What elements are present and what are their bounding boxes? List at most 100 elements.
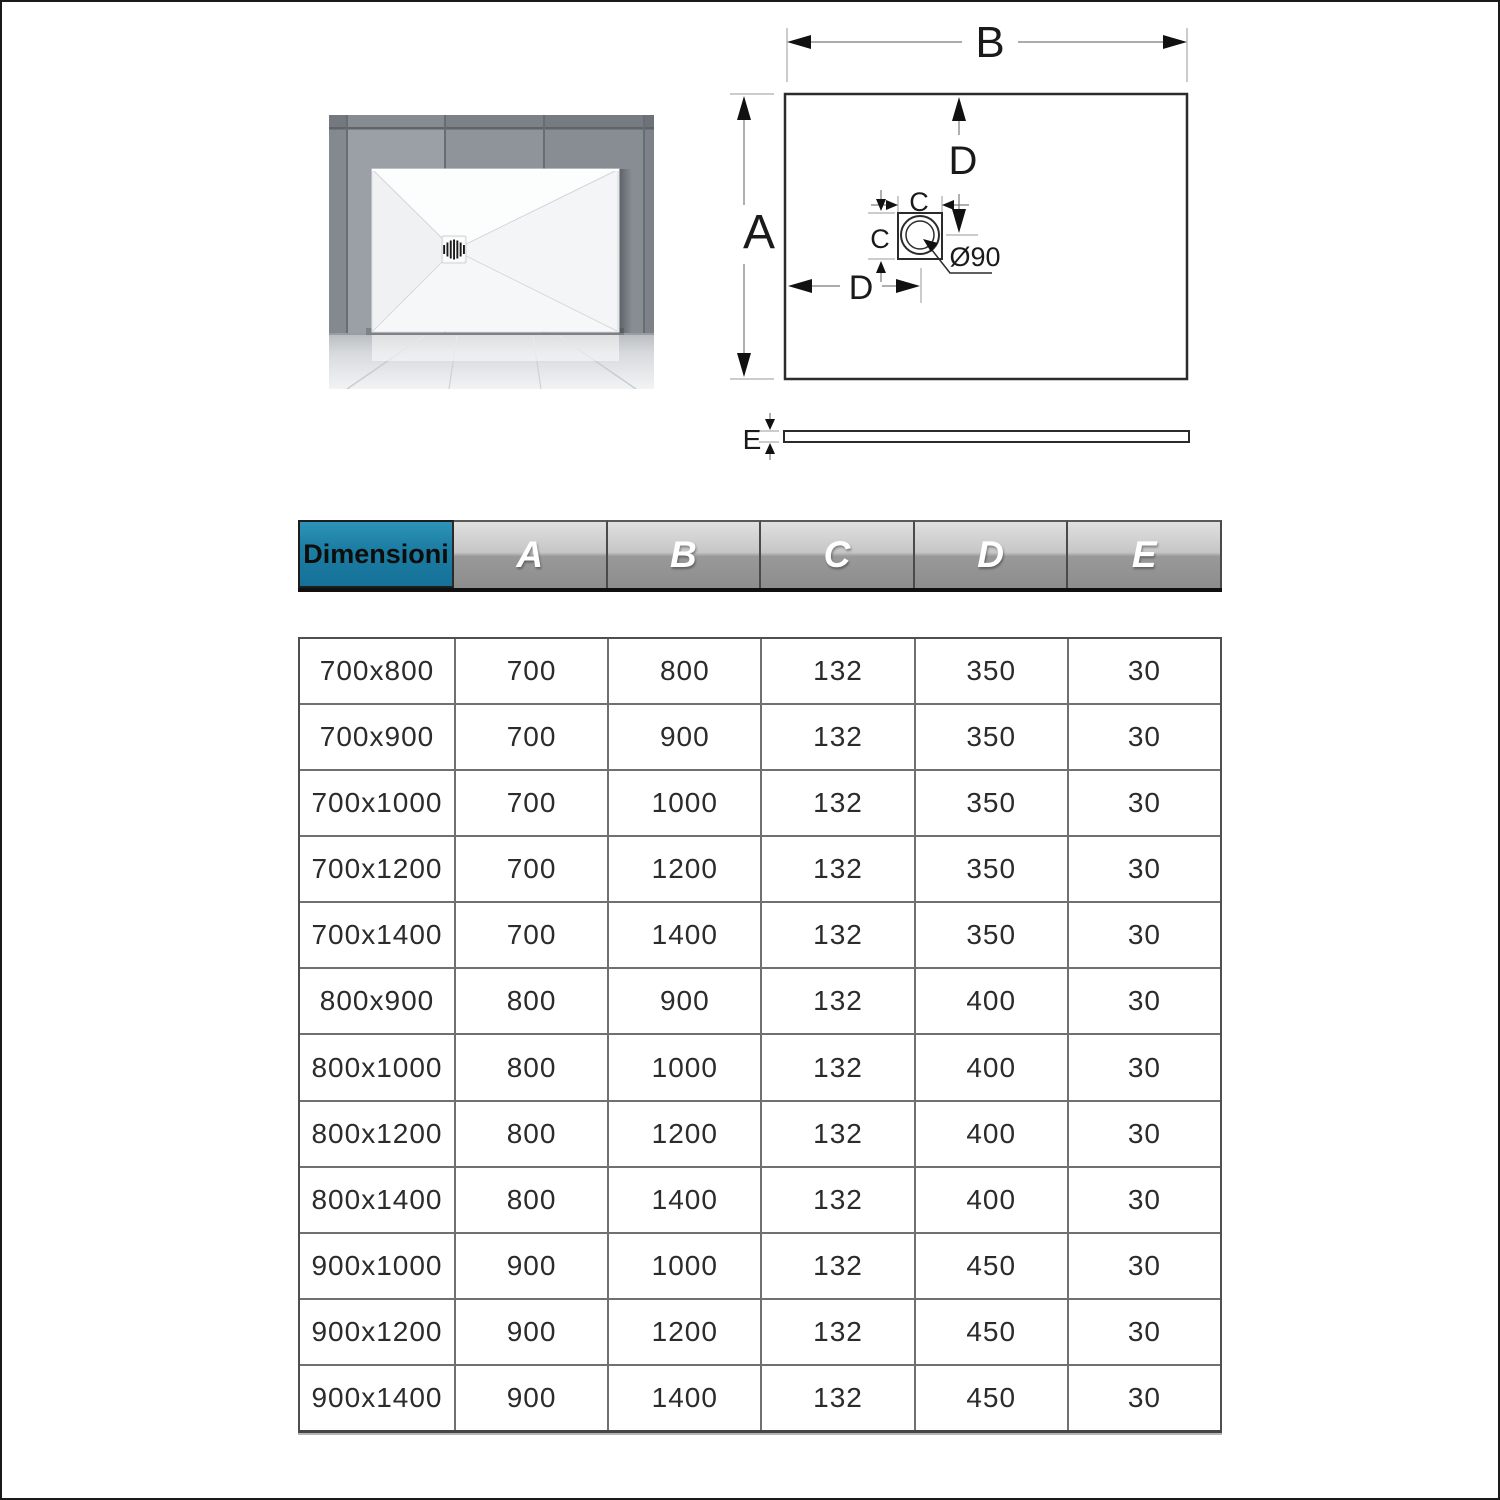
cell-value: 800 bbox=[456, 1167, 610, 1232]
cell-value: 800 bbox=[456, 1035, 610, 1100]
cell-dimension: 700x800 bbox=[300, 639, 456, 704]
table-row: 900x1400 900 1400 132 450 30 bbox=[300, 1365, 1220, 1430]
dim-d-vertical: D bbox=[946, 97, 978, 236]
cell-value: 900 bbox=[456, 1299, 610, 1364]
cell-value: 700 bbox=[456, 837, 610, 902]
cell-value: 400 bbox=[916, 1101, 1069, 1166]
column-header-a: A bbox=[454, 520, 608, 588]
cell-value: 900 bbox=[456, 1233, 610, 1298]
cell-value: 900 bbox=[456, 1365, 610, 1430]
dim-b: B bbox=[786, 18, 1188, 82]
cell-value: 450 bbox=[916, 1365, 1069, 1430]
cell-value: 132 bbox=[762, 1101, 916, 1166]
table-row: 700x1000 700 1000 132 350 30 bbox=[300, 771, 1220, 838]
label-e: E bbox=[743, 424, 762, 455]
cell-value: 900 bbox=[609, 705, 763, 770]
cell-value: 700 bbox=[456, 771, 610, 836]
cell-value: 30 bbox=[1127, 919, 1161, 951]
cell-value: 450 bbox=[916, 1233, 1069, 1298]
table-row: 900x1200 900 1200 132 450 30 bbox=[300, 1299, 1220, 1366]
cell-value: 700 bbox=[456, 903, 610, 968]
cell-value: 30 bbox=[1127, 1117, 1161, 1149]
cell-dimension: 900x1400 bbox=[300, 1365, 456, 1430]
cell-value: 30 bbox=[1127, 787, 1161, 819]
cell-value: 30 bbox=[1127, 1249, 1161, 1281]
cell-dimension: 900x1200 bbox=[300, 1299, 456, 1364]
dim-d-horizontal: D bbox=[788, 268, 922, 307]
label-d-horizontal: D bbox=[849, 269, 874, 307]
cell-value: 132 bbox=[762, 771, 916, 836]
tray-wall-shadow bbox=[619, 169, 632, 334]
dim-a: A bbox=[730, 93, 775, 380]
table-row: 800x1000 800 1000 132 400 30 bbox=[300, 1035, 1220, 1102]
cell-value: 700 bbox=[456, 639, 610, 704]
cell-value: 132 bbox=[762, 1233, 916, 1298]
column-header-e: E bbox=[1068, 520, 1222, 588]
cell-value: 400 bbox=[916, 969, 1069, 1034]
cell-value: 400 bbox=[916, 1167, 1069, 1232]
table-row: 700x1200 700 1200 132 350 30 bbox=[300, 837, 1220, 904]
cell-value: 132 bbox=[762, 1365, 916, 1430]
cell-dimension: 800x1000 bbox=[300, 1035, 456, 1100]
cell-value: 900 bbox=[609, 969, 763, 1034]
dimension-drawing: B A D Ø90 bbox=[730, 18, 1190, 460]
product-photo bbox=[329, 115, 654, 389]
cell-value: 1400 bbox=[609, 1365, 763, 1430]
table-row: 900x1000 900 1000 132 450 30 bbox=[300, 1233, 1220, 1300]
cell-value: 350 bbox=[916, 903, 1069, 968]
cell-value: 30 bbox=[1127, 985, 1161, 1017]
cell-value: 1000 bbox=[609, 1035, 763, 1100]
table-row: 800x1200 800 1200 132 400 30 bbox=[300, 1101, 1220, 1168]
cell-value: 1400 bbox=[609, 903, 763, 968]
cell-value: 132 bbox=[762, 1299, 916, 1364]
table-row: 700x900 700 900 132 350 30 bbox=[300, 705, 1220, 772]
cell-value: 350 bbox=[916, 771, 1069, 836]
cell-value: 800 bbox=[609, 639, 763, 704]
cell-value: 350 bbox=[916, 639, 1069, 704]
cell-dimension: 700x1000 bbox=[300, 771, 456, 836]
column-header-b: B bbox=[607, 520, 762, 588]
cell-dimension: 700x1200 bbox=[300, 837, 456, 902]
cell-value: 132 bbox=[762, 1035, 916, 1100]
label-a: A bbox=[743, 206, 775, 259]
column-header-d: D bbox=[914, 520, 1069, 588]
cell-value: 400 bbox=[916, 1035, 1069, 1100]
label-c-left: C bbox=[870, 224, 890, 254]
label-d-vertical: D bbox=[949, 139, 978, 183]
cell-dimension: 800x1400 bbox=[300, 1167, 456, 1232]
cell-value: 30 bbox=[1127, 1183, 1161, 1215]
cell-value: 800 bbox=[456, 969, 610, 1034]
cell-value: 350 bbox=[916, 837, 1069, 902]
cell-value: 450 bbox=[916, 1299, 1069, 1364]
cell-value: 350 bbox=[916, 705, 1069, 770]
cell-value: 132 bbox=[762, 903, 916, 968]
table-row: 700x800 700 800 132 350 30 bbox=[300, 639, 1220, 706]
cell-value: 132 bbox=[762, 969, 916, 1034]
cell-value: 30 bbox=[1127, 1051, 1161, 1083]
cell-value: 132 bbox=[762, 639, 916, 704]
drain-detail: Ø90 bbox=[897, 212, 1001, 274]
cell-value: 700 bbox=[456, 705, 610, 770]
table-row: 800x1400 800 1400 132 400 30 bbox=[300, 1167, 1220, 1234]
cell-dimension: 800x1200 bbox=[300, 1101, 456, 1166]
dimension-diagram: B A D Ø90 bbox=[702, 2, 1262, 482]
cell-value: 800 bbox=[456, 1101, 610, 1166]
cell-dimension: 700x900 bbox=[300, 705, 456, 770]
cell-value: 1200 bbox=[609, 837, 763, 902]
shower-tray bbox=[371, 168, 620, 333]
cell-value: 30 bbox=[1127, 655, 1161, 687]
dim-e-side-view: E bbox=[743, 413, 1190, 460]
table-row: 700x1400 700 1400 132 350 30 bbox=[300, 903, 1220, 970]
table-row: 800x900 800 900 132 400 30 bbox=[300, 969, 1220, 1036]
cell-value: 1200 bbox=[609, 1101, 763, 1166]
size-table-body: 700x800 700 800 132 350 30 700x900 700 900 132 350… bbox=[298, 637, 1222, 1433]
label-b: B bbox=[975, 18, 1004, 67]
cell-value: 30 bbox=[1127, 1315, 1161, 1347]
cell-value: 132 bbox=[762, 705, 916, 770]
dim-c-left: C bbox=[868, 190, 895, 282]
floor bbox=[329, 333, 654, 389]
label-c-top: C bbox=[909, 187, 929, 217]
